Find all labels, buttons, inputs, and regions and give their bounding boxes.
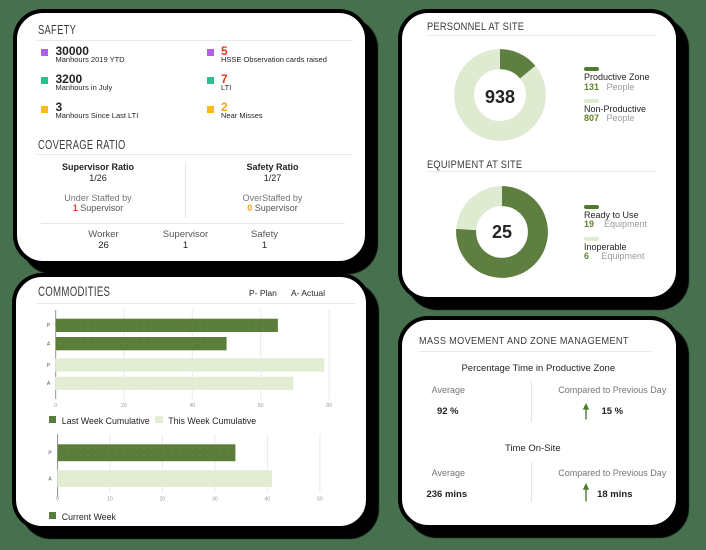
svg-text:0: 0	[56, 496, 59, 502]
svg-text:40: 40	[265, 496, 271, 502]
svg-text:P: P	[47, 362, 51, 368]
svg-text:0: 0	[54, 403, 57, 407]
svg-text:30: 30	[212, 496, 218, 502]
svg-text:60: 60	[258, 403, 264, 407]
svg-text:P: P	[48, 450, 52, 456]
svg-text:50: 50	[317, 496, 323, 502]
svg-text:20: 20	[121, 403, 127, 407]
svg-text:40: 40	[189, 403, 195, 407]
svg-text:P: P	[47, 323, 51, 329]
svg-text:A: A	[47, 381, 51, 387]
svg-text:A: A	[48, 476, 52, 482]
svg-text:10: 10	[107, 496, 113, 502]
svg-text:80: 80	[326, 403, 332, 407]
svg-text:20: 20	[160, 496, 166, 502]
svg-text:A: A	[47, 341, 51, 347]
